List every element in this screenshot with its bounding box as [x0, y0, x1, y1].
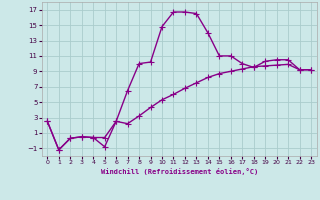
X-axis label: Windchill (Refroidissement éolien,°C): Windchill (Refroidissement éolien,°C)	[100, 168, 258, 175]
